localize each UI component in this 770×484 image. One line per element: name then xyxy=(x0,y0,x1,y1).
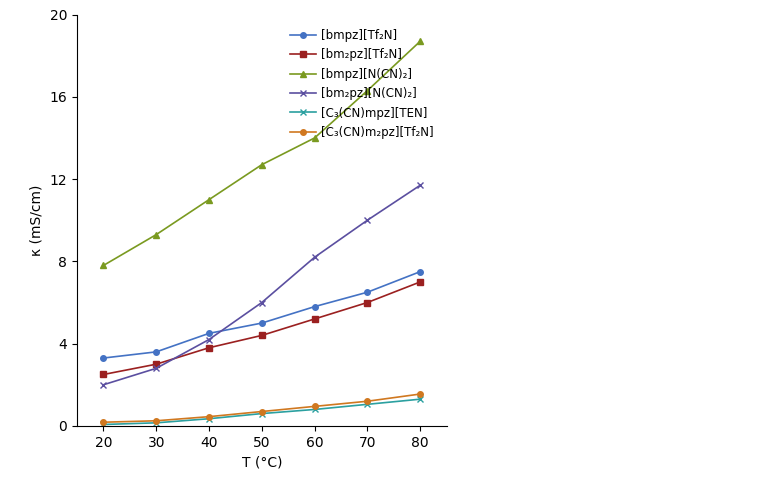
[C₃(CN)m₂pz][Tf₂N] xyxy=(416,391,425,397)
[bmpz][Tf₂N] xyxy=(416,269,425,274)
[bmpz][Tf₂N] xyxy=(363,289,372,295)
[C₃(CN)mpz][TEN] xyxy=(310,407,320,412)
[C₃(CN)m₂pz][Tf₂N] xyxy=(204,414,213,420)
Line: [bm₂pz][Tf₂N]: [bm₂pz][Tf₂N] xyxy=(101,279,423,377)
[C₃(CN)mpz][TEN] xyxy=(416,396,425,402)
[bm₂pz][Tf₂N] xyxy=(416,279,425,285)
[bmpz][N(CN)₂] xyxy=(257,162,266,167)
[C₃(CN)m₂pz][Tf₂N] xyxy=(152,418,161,424)
[C₃(CN)m₂pz][Tf₂N] xyxy=(99,419,108,425)
[bmpz][Tf₂N] xyxy=(204,331,213,336)
[bmpz][N(CN)₂] xyxy=(99,262,108,268)
Line: [bm₂pz][N(CN)₂]: [bm₂pz][N(CN)₂] xyxy=(100,182,424,388)
Line: [C₃(CN)mpz][TEN]: [C₃(CN)mpz][TEN] xyxy=(101,396,423,427)
[bm₂pz][N(CN)₂] xyxy=(204,337,213,343)
[bm₂pz][Tf₂N] xyxy=(310,316,320,322)
[bm₂pz][N(CN)₂] xyxy=(363,217,372,223)
[bmpz][N(CN)₂] xyxy=(152,232,161,238)
[bmpz][N(CN)₂] xyxy=(310,135,320,141)
[C₃(CN)mpz][TEN] xyxy=(99,422,108,427)
[bmpz][Tf₂N] xyxy=(99,355,108,361)
Y-axis label: κ (mS/cm): κ (mS/cm) xyxy=(30,184,44,256)
[bmpz][N(CN)₂] xyxy=(204,197,213,202)
[C₃(CN)m₂pz][Tf₂N] xyxy=(257,408,266,414)
[C₃(CN)mpz][TEN] xyxy=(204,416,213,422)
[bm₂pz][N(CN)₂] xyxy=(416,182,425,188)
Line: [C₃(CN)m₂pz][Tf₂N]: [C₃(CN)m₂pz][Tf₂N] xyxy=(101,391,423,425)
[bm₂pz][Tf₂N] xyxy=(99,372,108,378)
[bm₂pz][N(CN)₂] xyxy=(152,365,161,371)
[C₃(CN)mpz][TEN] xyxy=(363,401,372,407)
[bmpz][N(CN)₂] xyxy=(363,88,372,93)
[C₃(CN)mpz][TEN] xyxy=(257,410,266,416)
[bm₂pz][N(CN)₂] xyxy=(310,255,320,260)
[bm₂pz][Tf₂N] xyxy=(204,345,213,350)
[C₃(CN)mpz][TEN] xyxy=(152,420,161,426)
[bm₂pz][Tf₂N] xyxy=(152,361,161,367)
[C₃(CN)m₂pz][Tf₂N] xyxy=(310,404,320,409)
[bm₂pz][N(CN)₂] xyxy=(99,382,108,388)
[C₃(CN)m₂pz][Tf₂N] xyxy=(363,398,372,404)
[bmpz][Tf₂N] xyxy=(152,349,161,355)
[bmpz][Tf₂N] xyxy=(257,320,266,326)
[bm₂pz][Tf₂N] xyxy=(363,300,372,305)
[bmpz][Tf₂N] xyxy=(310,304,320,310)
Legend: [bmpz][Tf₂N], [bm₂pz][Tf₂N], [bmpz][N(CN)₂], [bm₂pz][N(CN)₂], [C₃(CN)mpz][TEN], : [bmpz][Tf₂N], [bm₂pz][Tf₂N], [bmpz][N(CN… xyxy=(290,29,434,139)
[bm₂pz][Tf₂N] xyxy=(257,333,266,338)
X-axis label: T (°C): T (°C) xyxy=(242,455,282,469)
[bmpz][N(CN)₂] xyxy=(416,38,425,44)
[bm₂pz][N(CN)₂] xyxy=(257,300,266,305)
Line: [bmpz][N(CN)₂]: [bmpz][N(CN)₂] xyxy=(100,38,424,269)
Line: [bmpz][Tf₂N]: [bmpz][Tf₂N] xyxy=(101,269,423,361)
